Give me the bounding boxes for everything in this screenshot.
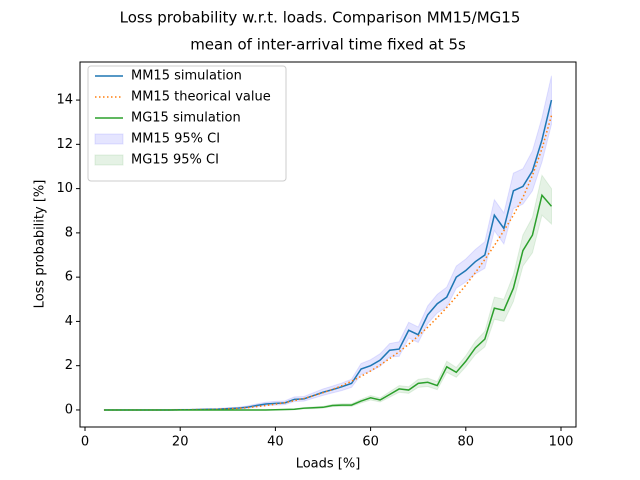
x-tick-label: 80 — [458, 435, 475, 450]
x-tick-label: 40 — [267, 435, 284, 450]
axes-frame — [79, 61, 577, 428]
legend-swatch — [94, 133, 124, 145]
y-tick-label: 0 — [65, 402, 73, 417]
y-tick-label: 12 — [56, 137, 73, 152]
legend-label: MG15 simulation — [131, 111, 241, 126]
legend-label: MM15 95% CI — [131, 132, 220, 147]
y-tick-label: 14 — [56, 93, 73, 108]
legend-swatch — [94, 154, 124, 166]
legend-label: MM15 simulation — [131, 69, 242, 84]
legend-label: MG15 95% CI — [131, 153, 219, 168]
y-tick-label: 2 — [65, 358, 73, 373]
chart-title: mean of inter-arrival time fixed at 5s — [190, 36, 466, 54]
confidence-band — [103, 75, 552, 411]
legend: MM15 simulation MM15 theorical value MG15 … — [87, 65, 287, 182]
y-tick-label: 10 — [56, 181, 73, 196]
x-tick-label: 0 — [81, 435, 89, 450]
y-tick-label: 4 — [65, 314, 73, 329]
series-line — [104, 193, 553, 411]
legend-box — [87, 65, 287, 182]
x-tick-label: 60 — [362, 435, 379, 450]
series-line — [104, 115, 553, 411]
plot-area — [103, 75, 553, 411]
y-axis-label: Loss probability [%] — [33, 180, 48, 309]
y-tick-label: 6 — [65, 270, 73, 285]
x-tick-label: 100 — [549, 435, 574, 450]
y-tick-label: 8 — [65, 225, 73, 240]
x-axis-label: Loads [%] — [296, 457, 361, 472]
x-tick-label: 20 — [172, 435, 189, 450]
legend-label: MM15 theorical value — [131, 90, 271, 105]
suptitle: Loss probability w.r.t. loads. Compariso… — [120, 9, 521, 27]
